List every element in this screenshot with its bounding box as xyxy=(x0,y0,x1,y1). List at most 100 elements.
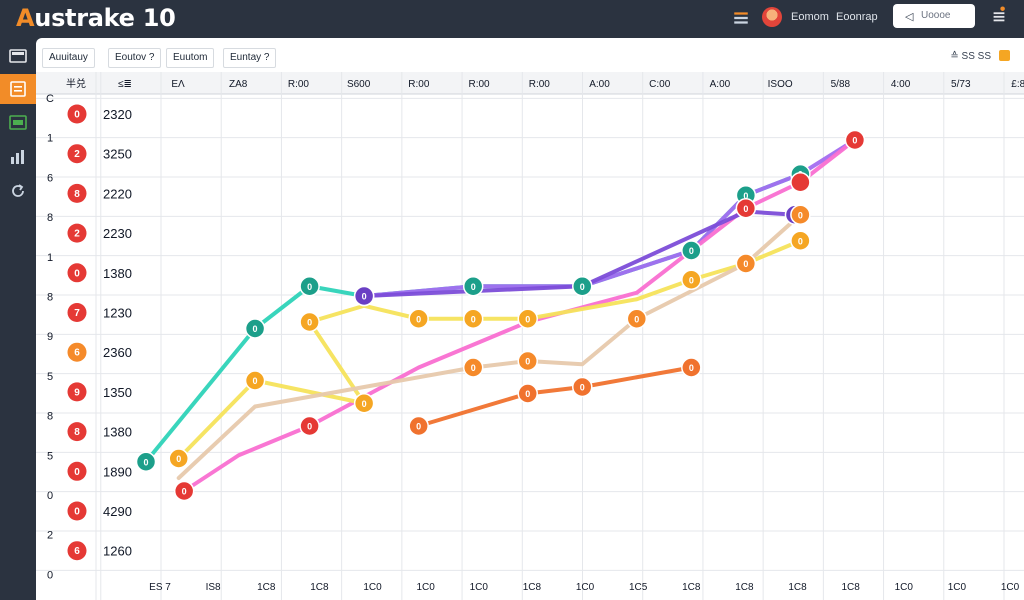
data-point xyxy=(626,308,648,329)
tab-3[interactable]: Euutom xyxy=(166,48,215,68)
row-value: 1230 xyxy=(103,306,132,321)
x-tick-label: IS8 xyxy=(206,582,221,593)
row-value: 4290 xyxy=(103,504,132,519)
x-tick-label: 1C0 xyxy=(895,582,914,593)
y-tick-label: 0 xyxy=(47,569,53,581)
sidebar xyxy=(0,38,36,600)
tab-1[interactable]: Auuitauy xyxy=(42,48,95,68)
x-tick-label: 1C8 xyxy=(682,582,701,593)
data-point-label: 0 xyxy=(307,422,312,432)
series-line-7 xyxy=(416,365,694,428)
row-value: 2320 xyxy=(103,107,132,122)
y-tick-label: 1 xyxy=(47,252,53,264)
refresh-icon xyxy=(12,184,24,197)
sidebar-item-monitor[interactable] xyxy=(0,42,36,72)
row-badge-label: 6 xyxy=(74,348,80,359)
row-badge-label: 0 xyxy=(74,467,80,478)
row-badge-label: 0 xyxy=(74,268,80,279)
data-point xyxy=(572,376,593,398)
x-tick-label: 1C8 xyxy=(310,582,329,593)
data-point xyxy=(790,230,811,251)
header-link-2[interactable]: Eoonrap xyxy=(836,11,878,23)
data-point xyxy=(790,172,811,193)
data-point xyxy=(681,240,702,261)
x-tick-label: 1C0 xyxy=(576,582,595,593)
data-point xyxy=(844,129,866,151)
data-point xyxy=(244,318,266,339)
data-point-label: 0 xyxy=(798,210,803,220)
data-point xyxy=(462,308,484,329)
x-tick-label: 1C8 xyxy=(788,582,807,593)
y-tick-label: 8 xyxy=(47,411,53,423)
row-badge-label: 8 xyxy=(74,427,80,438)
sidebar-item-refresh[interactable] xyxy=(0,176,36,206)
x-tick-label: 1C8 xyxy=(735,582,754,593)
user-avatar[interactable] xyxy=(762,7,782,27)
spreadsheet-icon xyxy=(9,115,27,130)
x-header-label: R:00 xyxy=(469,79,491,90)
data-point-label: 0 xyxy=(689,363,694,373)
sidebar-item-spreadsheet[interactable] xyxy=(0,108,36,138)
data-point xyxy=(735,253,757,274)
x-header-label: R:00 xyxy=(529,79,551,90)
tab-4[interactable]: Euntay ? xyxy=(223,48,277,68)
x-header-label: ISOO xyxy=(768,79,793,90)
data-point xyxy=(353,285,375,307)
data-point-label: 0 xyxy=(634,314,639,324)
data-point-label: 0 xyxy=(416,422,421,432)
row-value: 2360 xyxy=(103,345,132,360)
x-tick-label: 1C0 xyxy=(470,582,489,593)
data-point xyxy=(408,415,429,437)
row-badge xyxy=(67,382,87,402)
data-point-label: 0 xyxy=(525,357,530,367)
y-tick-label: C xyxy=(46,93,54,105)
header-link-1[interactable]: Eomom xyxy=(791,11,829,23)
tab-2[interactable]: Eoutov ? xyxy=(108,48,162,68)
row-badge xyxy=(67,461,87,481)
search-input[interactable]: ◁ Uoooe xyxy=(893,4,975,28)
row-badge-label: 2 xyxy=(74,149,80,160)
row-badge xyxy=(67,263,87,283)
menu-icon[interactable] xyxy=(990,6,1008,24)
data-point-label: 0 xyxy=(362,292,367,302)
list-icon[interactable] xyxy=(732,9,750,27)
x-tick-label: ES 7 xyxy=(149,582,171,593)
data-point xyxy=(681,269,702,290)
data-point xyxy=(244,370,266,391)
x-header-label: R:00 xyxy=(408,79,430,90)
data-point xyxy=(681,357,702,378)
row-badge xyxy=(67,342,87,362)
data-point xyxy=(462,276,484,297)
row-badge xyxy=(67,104,87,124)
y-tick-label: 1 xyxy=(47,133,53,145)
data-point-label: 0 xyxy=(307,318,312,328)
x-header-label: 5/73 xyxy=(951,79,971,90)
row-badge xyxy=(67,501,87,521)
table-header-strip xyxy=(36,72,1024,94)
data-point xyxy=(517,308,538,329)
row-value: 3250 xyxy=(103,147,132,162)
data-point xyxy=(353,393,375,414)
data-point xyxy=(299,276,320,297)
row-badge xyxy=(67,144,87,164)
row-value: 2220 xyxy=(103,186,132,201)
data-point-label: 0 xyxy=(580,282,585,292)
row-badge-label: 2 xyxy=(74,229,80,240)
sidebar-item-chart[interactable] xyxy=(0,142,36,172)
table-header-value: ≤≣ xyxy=(118,79,132,90)
series-line-5 xyxy=(176,238,803,461)
data-point-label: 0 xyxy=(253,376,258,386)
sort-icon[interactable]: ≙ SS SS xyxy=(950,51,991,62)
data-point-label: 0 xyxy=(416,314,421,324)
row-badge xyxy=(67,303,87,322)
sidebar-item-document[interactable] xyxy=(0,74,36,104)
settings-square-icon[interactable] xyxy=(999,50,1010,61)
data-point-label: 0 xyxy=(176,454,181,464)
data-point-label: 0 xyxy=(525,389,530,399)
row-badge-label: 6 xyxy=(74,546,80,557)
row-value: 1890 xyxy=(103,464,132,479)
data-point xyxy=(168,448,189,469)
search-icon: ◁ xyxy=(905,11,914,23)
row-badge-label: 0 xyxy=(74,110,80,121)
monitor-icon xyxy=(9,49,27,63)
